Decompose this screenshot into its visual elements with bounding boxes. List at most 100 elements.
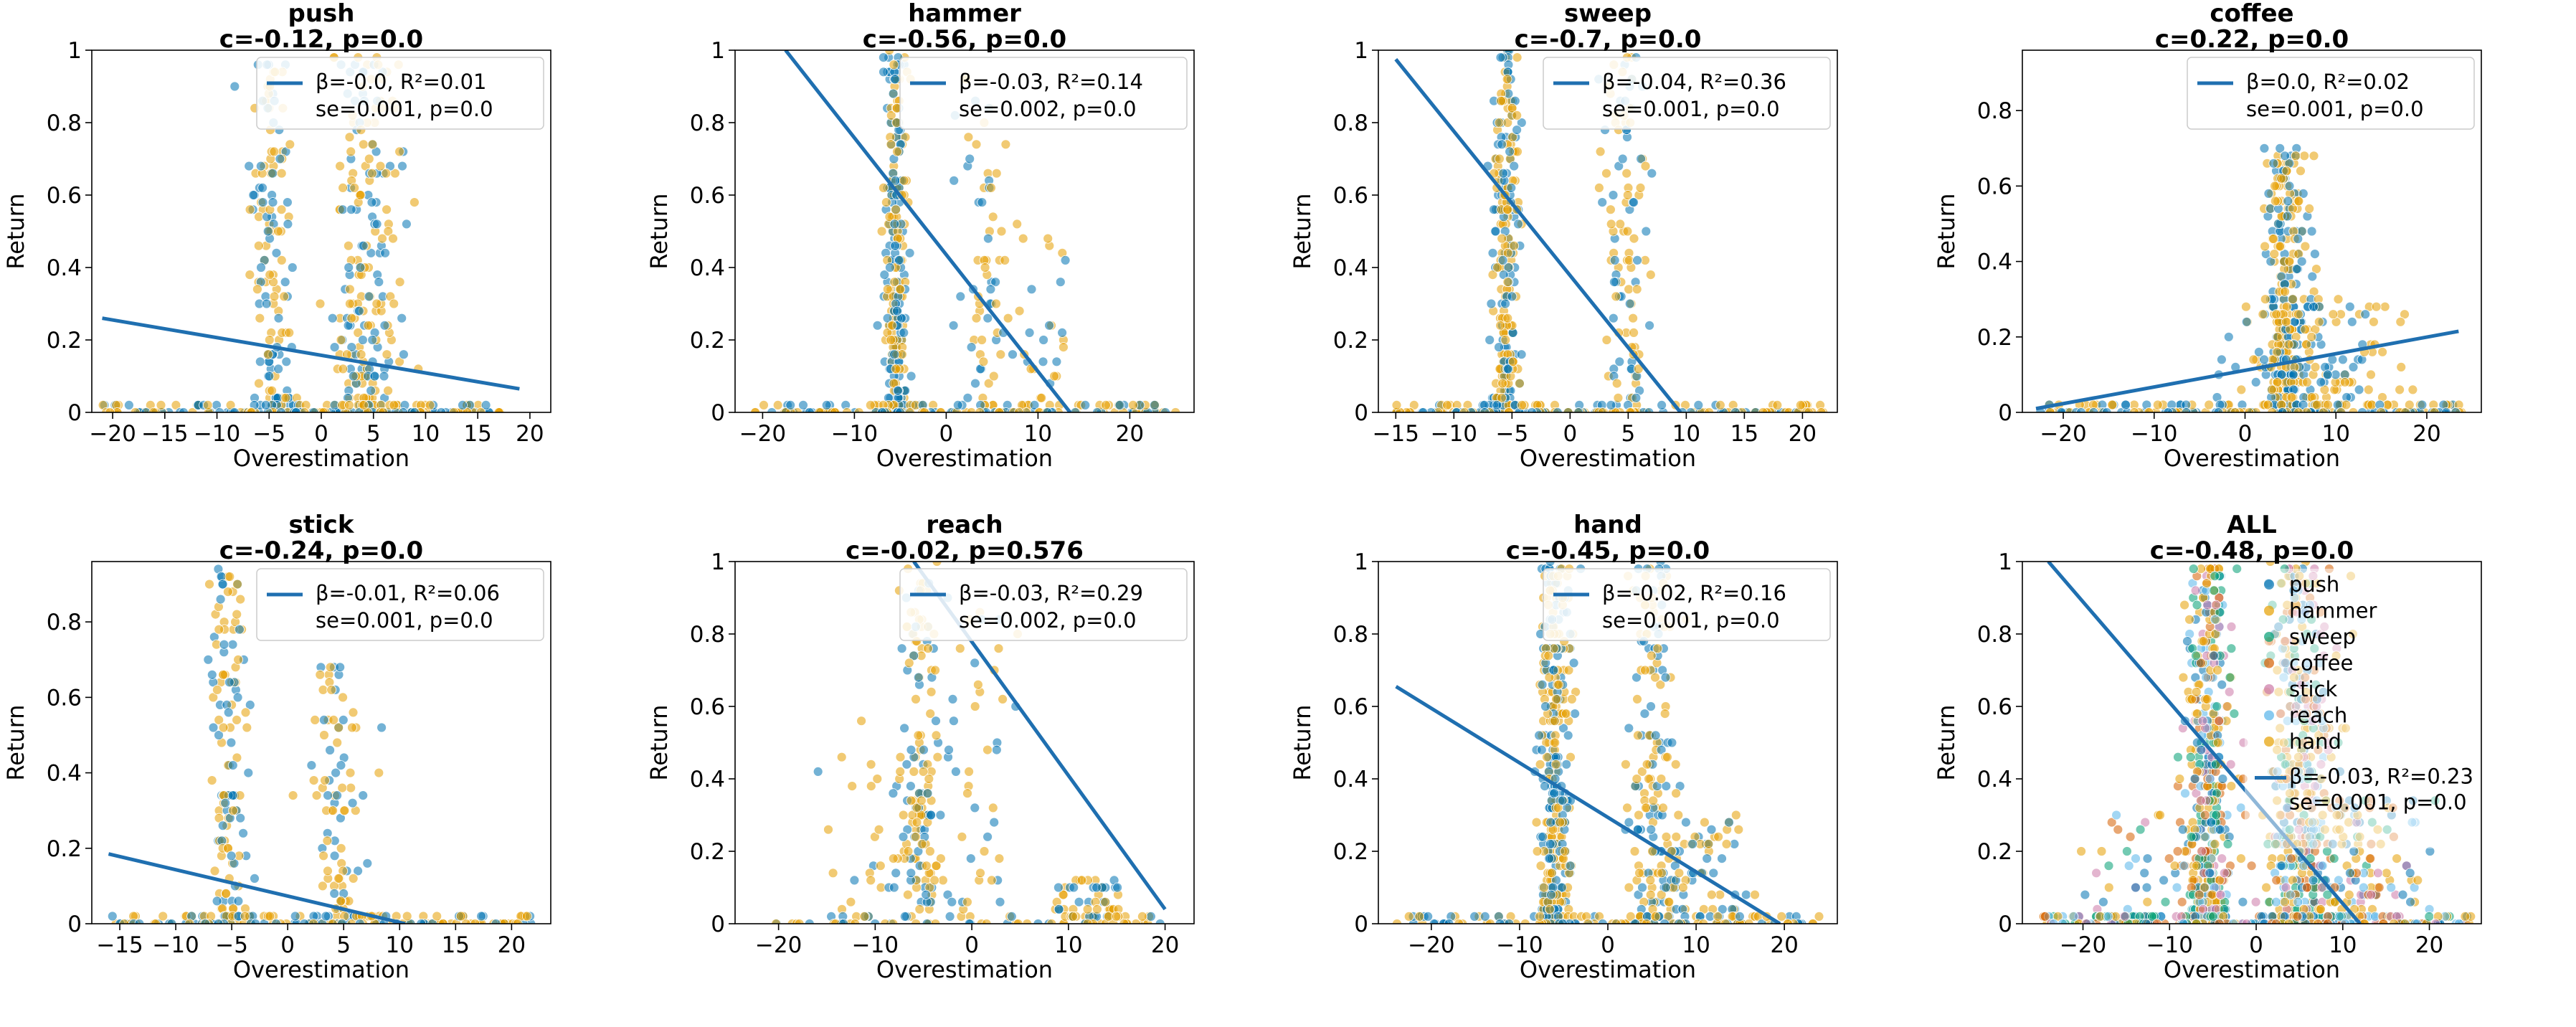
scatter-point [371, 219, 382, 229]
scatter-point [353, 327, 364, 338]
scatter-point [377, 722, 387, 733]
scatter-point [1685, 407, 1696, 412]
subplot-sweep: −15 −10 −5 0 5 10 15 2000.20.40.60.81Overestima… [1289, 0, 1838, 472]
x-tick-label: 20 [1151, 932, 1179, 958]
scatter-point [389, 298, 399, 309]
scatter-point [929, 875, 939, 886]
scatter-point [2271, 875, 2282, 886]
scatter-point [1536, 744, 1547, 755]
scatter-point [217, 820, 228, 831]
scatter-point [990, 277, 1000, 288]
scatter-point [1520, 919, 1530, 924]
scatter-point [323, 790, 333, 800]
scatter-point [1504, 407, 1514, 412]
scatter-point [212, 896, 222, 907]
scatter-point [346, 782, 356, 793]
scatter-point [1557, 795, 1568, 806]
legend-fit-stats: β=-0.0, R²=0.01 [316, 70, 486, 94]
scatter-point [2172, 846, 2183, 856]
scatter-point [1502, 74, 1512, 85]
scatter-point [1650, 912, 1661, 922]
scatter-point [1516, 118, 1527, 128]
scatter-point [319, 730, 329, 740]
scatter-point [2195, 795, 2206, 806]
scatter-point [1622, 190, 1633, 200]
scatter-point [2322, 889, 2333, 900]
scatter-point [2258, 309, 2268, 320]
scatter-point [1563, 730, 1573, 741]
scatter-point [299, 919, 310, 924]
scatter-point [925, 709, 936, 719]
scatter-point [750, 407, 761, 412]
scatter-point [1452, 407, 1462, 412]
scatter-point [964, 767, 974, 777]
scatter-point [344, 262, 354, 273]
scatter-point [1652, 643, 1663, 654]
scatter-point [847, 781, 858, 791]
scatter-point [1644, 320, 1655, 331]
scatter-point [362, 858, 373, 869]
scatter-point [2265, 562, 2276, 567]
scatter-point [771, 919, 781, 924]
scatter-point [491, 919, 501, 924]
scatter-point [885, 262, 895, 273]
scatter-point [1131, 919, 1141, 924]
scatter-point [2299, 151, 2310, 161]
scatter-point [2260, 241, 2270, 252]
scatter-point [1704, 407, 1714, 412]
scatter-point [919, 407, 929, 412]
scatter-point [218, 669, 229, 680]
scatter-point [2405, 896, 2416, 907]
scatter-point [1517, 400, 1528, 410]
scatter-point [2412, 875, 2423, 886]
subplot-title: push [288, 0, 355, 28]
scatter-point [2286, 853, 2297, 863]
scatter-point [265, 911, 275, 922]
scatter-point [267, 385, 278, 396]
scatter-point [112, 407, 123, 412]
scatter-point [1012, 219, 1023, 229]
scatter-point [224, 572, 235, 582]
scatter-point [2147, 912, 2157, 922]
scatter-point [2185, 752, 2196, 762]
scatter-point [315, 298, 326, 309]
y-tick-label: 0.2 [690, 839, 725, 865]
scatter-point [1479, 912, 1490, 922]
x-tick-label: 15 [442, 932, 470, 958]
scatter-point [409, 197, 420, 208]
scatter-point [1076, 875, 1087, 886]
scatter-point [1573, 407, 1584, 412]
scatter-point [262, 349, 273, 360]
scatter-point [2267, 407, 2278, 412]
subplot-subtitle: c=-0.24, p=0.0 [219, 536, 423, 565]
scatter-point [886, 335, 896, 345]
scatter-point [1546, 868, 1557, 879]
scatter-point [1060, 255, 1071, 265]
scatter-point [2240, 301, 2251, 312]
scatter-point [1640, 161, 1651, 171]
scatter-point [308, 407, 319, 412]
scatter-point [1632, 255, 1643, 265]
scatter-point [252, 284, 262, 295]
scatter-point [1677, 882, 1688, 893]
axes-frame [734, 49, 1195, 413]
scatter-point [1137, 912, 1147, 922]
scatter-point [346, 313, 357, 323]
scatter-point [379, 320, 390, 331]
scatter-point [2194, 889, 2205, 900]
scatter-point [919, 744, 929, 755]
subplot-hammer: −20 −10 0 10 2000.20.40.60.81OverestimationR… [645, 0, 1195, 472]
scatter-point [947, 694, 958, 704]
scatter-point [436, 407, 447, 412]
scatter-point [310, 715, 321, 725]
scatter-point [2283, 919, 2294, 924]
scatter-point [785, 400, 796, 410]
subplot-title: stick [289, 511, 355, 539]
scatter-point [1080, 400, 1091, 410]
scatter-point [233, 896, 244, 907]
scatter-point [344, 132, 355, 143]
scatter-point [1632, 672, 1642, 683]
scatter-point [369, 371, 380, 382]
scatter-point [2163, 407, 2174, 412]
